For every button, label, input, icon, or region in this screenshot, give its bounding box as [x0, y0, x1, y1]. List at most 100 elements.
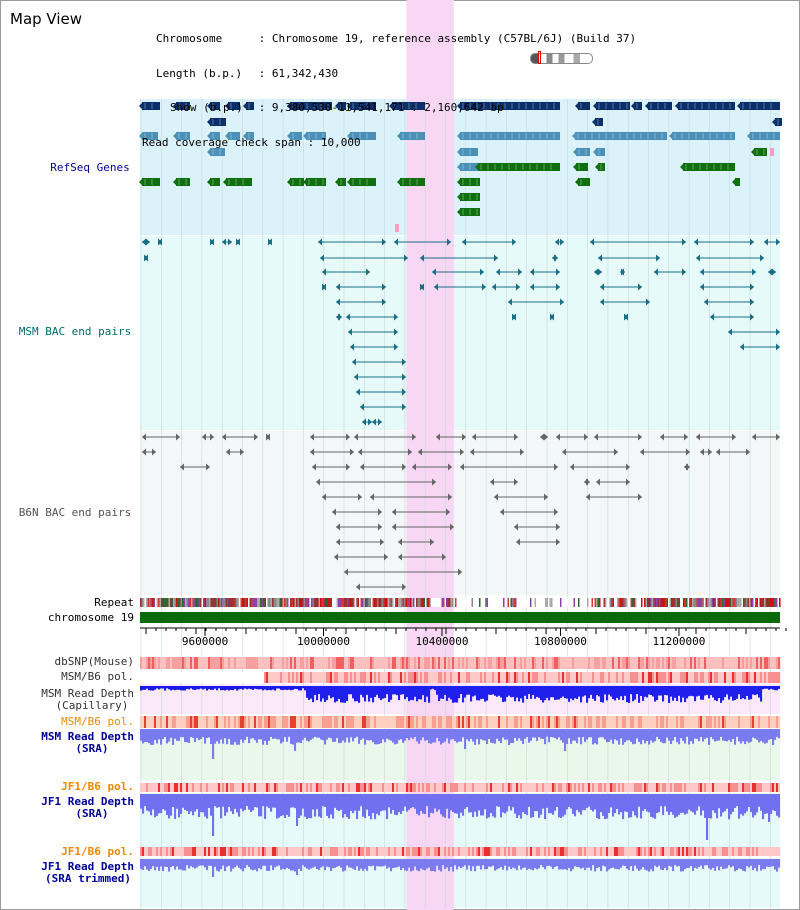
- read-depth-bar: [252, 794, 255, 811]
- read-depth-bar: [164, 729, 167, 738]
- repeat-element: [177, 598, 180, 607]
- repeat-element: [302, 598, 304, 607]
- read-depth-bar: [500, 686, 503, 698]
- polymorphism-strip-cell: [684, 672, 687, 683]
- polymorphism-strip-cell: [552, 672, 555, 683]
- polymorphism-strip-cell: [714, 657, 717, 669]
- b6n-bac-pair-end: [448, 463, 452, 471]
- polymorphism-strip-cell: [672, 783, 675, 792]
- polymorphism-strip-cell: [760, 783, 763, 792]
- b6n-bac-pair-end: [752, 433, 756, 441]
- polymorphism-strip-cell: [174, 657, 177, 669]
- read-depth-bar: [444, 794, 447, 818]
- read-depth-bar: [522, 729, 525, 745]
- repeat-element: [176, 598, 178, 607]
- polymorphism-strip-cell: [776, 657, 779, 669]
- polymorphism-strip-cell: [308, 716, 311, 728]
- polymorphism-strip-cell: [572, 657, 575, 669]
- read-depth-bar: [554, 859, 557, 867]
- read-depth-bar: [210, 729, 213, 745]
- read-depth-bar: [304, 729, 307, 738]
- polymorphism-strip-cell: [314, 847, 317, 856]
- read-depth-bar: [464, 686, 467, 698]
- read-depth-bar: [356, 859, 359, 867]
- read-depth-bar: [674, 794, 677, 818]
- polymorphism-strip-cell: [602, 716, 605, 728]
- repeat-element: [689, 598, 691, 607]
- read-depth-bar: [466, 729, 469, 740]
- polymorphism-strip-cell: [668, 716, 671, 728]
- read-depth-bar: [720, 859, 723, 867]
- polymorphism-strip-cell: [416, 672, 419, 683]
- polymorphism-strip-cell: [766, 847, 769, 856]
- b6n-bac-pair-end: [322, 493, 326, 501]
- polymorphism-strip-cell: [680, 716, 683, 728]
- polymorphism-strip-cell: [712, 783, 715, 792]
- polymorphism-strip-cell: [722, 672, 725, 683]
- polymorphism-strip-cell: [672, 716, 675, 728]
- read-depth-bar: [334, 794, 337, 808]
- polymorphism-strip-cell: [148, 672, 151, 683]
- polymorphism-strip-cell: [584, 716, 587, 728]
- msm-bac-pair-end: [268, 238, 272, 246]
- b6n-bac-track-label[interactable]: B6N BAC end pairs: [18, 506, 132, 519]
- read-depth-bar: [384, 794, 387, 811]
- polymorphism-strip-cell: [320, 783, 323, 792]
- read-depth-bar: [244, 729, 247, 740]
- polymorphism-strip-cell: [696, 716, 699, 728]
- repeat-element: [248, 598, 250, 607]
- repeat-element: [707, 598, 709, 607]
- polymorphism-strip-cell: [352, 657, 355, 669]
- read-depth-bar: [534, 859, 537, 869]
- b6n-bac-pair-end: [684, 433, 688, 441]
- polymorphism-strip-cell: [506, 657, 509, 669]
- polymorphism-strip-cell: [420, 716, 423, 728]
- msm-bac-pair-end: [382, 238, 386, 246]
- read-depth-bar: [140, 729, 143, 741]
- polymorphism-strip-cell: [416, 783, 419, 792]
- polymorphism-strip-cell: [356, 847, 359, 856]
- polymorphism-strip-cell: [434, 657, 437, 669]
- repeat-element: [686, 598, 688, 607]
- polymorphism-strip-cell: [362, 716, 365, 728]
- read-depth-bar: [158, 794, 161, 814]
- read-depth-bar: [382, 729, 385, 740]
- polymorphism-strip-cell: [422, 657, 425, 669]
- polymorphism-strip-cell: [236, 783, 239, 792]
- read-depth-bar: [726, 794, 729, 809]
- polymorphism-strip-cell: [154, 672, 157, 683]
- polymorphism-strip-cell: [374, 783, 377, 792]
- polymorphism-strip-cell: [510, 672, 513, 683]
- polymorphism-strip-cell: [664, 672, 667, 683]
- refseq-track-label[interactable]: RefSeq Genes: [50, 161, 130, 174]
- read-depth-bar: [656, 794, 659, 814]
- chromosome-track-label: chromosome 19: [47, 611, 134, 624]
- polymorphism-strip-cell: [290, 716, 293, 728]
- repeat-element: [485, 598, 487, 607]
- polymorphism-strip-cell: [162, 657, 165, 669]
- gene-feature: [290, 132, 302, 140]
- axis-tick-label: 9600000: [182, 635, 228, 648]
- b6n-bac-pair-end: [732, 433, 736, 441]
- read-depth-bar: [714, 794, 717, 813]
- polymorphism-strip-cell: [486, 672, 489, 683]
- read-depth-bar: [264, 794, 267, 819]
- polymorphism-strip-cell: [502, 847, 505, 856]
- chromosome-ideogram[interactable]: [530, 53, 593, 64]
- repeat-element: [357, 598, 360, 607]
- polymorphism-strip-cell: [470, 657, 473, 669]
- read-depth-bar: [726, 686, 729, 695]
- msm-bac-track-label[interactable]: MSM BAC end pairs: [18, 325, 132, 338]
- repeat-element: [735, 598, 738, 607]
- polymorphism-strip-cell: [592, 847, 595, 856]
- read-depth-bar: [598, 729, 601, 738]
- polymorphism-strip-cell: [608, 657, 611, 669]
- polymorphism-strip-cell: [646, 716, 649, 728]
- polymorphism-strip-cell: [374, 847, 377, 856]
- polymorphism-strip-cell: [704, 716, 707, 728]
- read-depth-bar: [580, 859, 583, 869]
- msm-bac-pair-end: [354, 373, 358, 381]
- gene-feature: [338, 102, 346, 110]
- repeat-element: [765, 598, 768, 607]
- repeat-element: [611, 598, 613, 607]
